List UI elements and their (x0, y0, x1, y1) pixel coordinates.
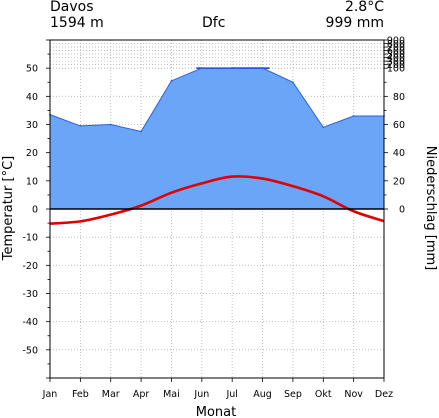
x-tick-label: Jan (42, 389, 58, 400)
x-tick-label: Jul (225, 389, 237, 400)
y-tick-label-left: -10 (22, 233, 38, 244)
x-tick-label: Sep (284, 389, 302, 400)
precipitation-point (200, 67, 203, 69)
y-tick-label-right: 60 (393, 120, 405, 131)
x-tick-label: Mai (163, 389, 180, 400)
y-tick-label-right: 100 (387, 64, 405, 75)
y-tick-label-right: 400 (387, 53, 405, 64)
precipitation-point (352, 115, 355, 117)
climate-class: Dfc (202, 15, 226, 31)
y-tick-label-right: 900 (387, 36, 405, 47)
precipitation-point (292, 81, 294, 84)
y-tick-label-left: 30 (26, 120, 38, 131)
tick-labels: -50-40-30-20-100102030405002040608010020… (22, 36, 405, 401)
y-tick-label-right: 500 (387, 50, 405, 61)
y-tick-label-left: -30 (22, 289, 38, 300)
y-tick-label-right: 800 (387, 39, 405, 50)
y-axis-title-right: Niederschlag [mm] (423, 146, 438, 271)
temperature-series (49, 175, 385, 225)
y-tick-label-right: 200 (387, 60, 405, 71)
y-tick-label-left: -20 (22, 261, 38, 272)
y-tick-label-right: 600 (387, 46, 405, 57)
y-tick-label-left: 40 (26, 92, 38, 103)
precipitation-point (170, 79, 173, 82)
annual-precipitation: 999 mm (325, 15, 384, 31)
y-tick-label-left: 0 (32, 205, 38, 216)
precipitation-line (49, 67, 384, 133)
x-tick-label: Nov (344, 389, 363, 400)
precipitation-area (50, 68, 384, 210)
precipitation-point (322, 126, 325, 129)
station-name: Davos (50, 0, 94, 15)
x-axis-title: Monat (196, 405, 236, 418)
precipitation-point (140, 130, 142, 133)
x-tick-label: Okt (315, 389, 332, 400)
station-elevation: 1594 m (50, 15, 104, 31)
precipitation-point (261, 67, 264, 69)
y-tick-label-left: 50 (26, 64, 38, 75)
precipitation-point (79, 125, 82, 127)
temperature-line (49, 175, 385, 225)
mean-temperature: 2.8°C (344, 0, 384, 15)
y-axis-title-left: Temperatur [°C] (1, 156, 16, 262)
y-tick-label-right: 80 (393, 92, 405, 103)
precipitation-point (109, 123, 112, 126)
y-tick-label-right: 0 (399, 205, 405, 216)
y-tick-label-left: 20 (26, 148, 38, 159)
y-tick-label-left: -50 (22, 345, 38, 356)
axes (46, 39, 388, 382)
x-tick-label: Apr (133, 389, 150, 400)
x-tick-label: Jun (193, 389, 209, 400)
y-tick-label-right: 20 (393, 176, 405, 187)
x-tick-label: Mar (102, 389, 120, 400)
x-tick-label: Aug (253, 389, 272, 400)
y-tick-label-left: -40 (22, 317, 38, 328)
precipitation-series (49, 67, 385, 210)
x-tick-label: Dez (375, 389, 393, 400)
y-tick-label-right: 700 (387, 43, 405, 54)
y-tick-label-left: 10 (26, 176, 38, 187)
precipitation-point (231, 67, 234, 69)
y-tick-label-right: 40 (393, 148, 405, 159)
x-tick-label: Feb (72, 389, 89, 400)
y-tick-label-right: 300 (387, 57, 405, 68)
